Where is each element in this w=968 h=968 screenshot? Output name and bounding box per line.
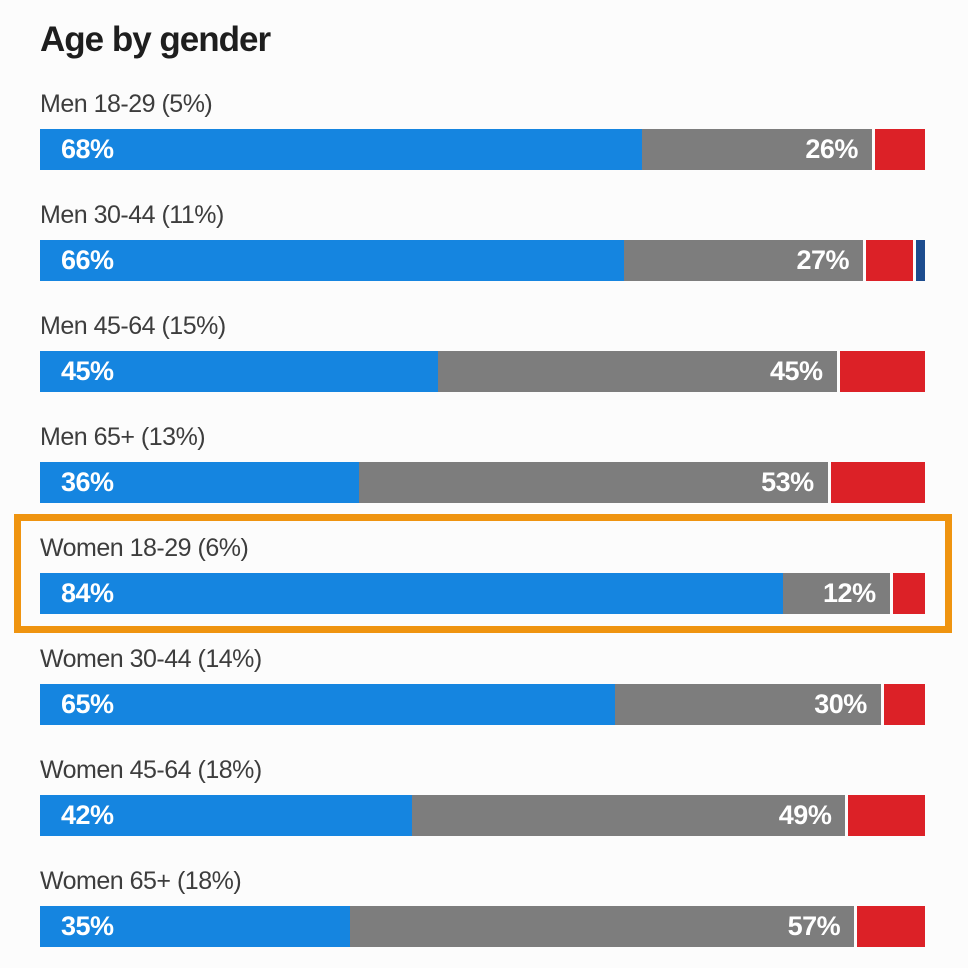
blue-percent-label: 36% — [61, 467, 114, 497]
blue-percent-label: 84% — [61, 578, 114, 608]
age-group-label: Men 30-44 (11%) — [40, 201, 224, 229]
blue-percent-label: 35% — [61, 911, 114, 941]
age-group-label: Men 65+ (13%) — [40, 423, 206, 451]
bar-chart: Men 18-29 (5%) 68% 26% Men 30-44 (11%) 66% 27… — [14, 92, 952, 947]
bar-segment-blue: 84% — [40, 573, 784, 614]
age-group-row: Men 18-29 (5%) 68% 26% — [40, 92, 925, 170]
gray-percent-label: 30% — [814, 689, 867, 719]
bar-segment-red — [892, 573, 925, 614]
age-group-label: Women 65+ (18%) — [40, 867, 242, 895]
age-group-label: Women 45-64 (18%) — [40, 756, 262, 784]
bar-segment-gray: 53% — [358, 462, 828, 503]
blue-percent-label: 45% — [61, 356, 114, 386]
bar-segment-red — [839, 351, 925, 392]
age-group-label: Women 18-29 (6%) — [40, 534, 249, 562]
age-group-row: Men 30-44 (11%) 66% 27% — [40, 203, 925, 281]
age-group-row: Men 45-64 (15%) 45% 45% — [40, 314, 925, 392]
bar-segment-gray: 26% — [641, 129, 872, 170]
bar-segment-red — [874, 129, 925, 170]
gray-percent-label: 45% — [769, 356, 823, 386]
bar-segment-red — [830, 462, 925, 503]
stacked-bar: 68% 26% — [40, 129, 925, 170]
bar-segment-gray: 30% — [615, 684, 881, 725]
chart-title: Age by gender — [40, 20, 271, 59]
age-group-row: Women 65+ (18%) 35% 57% — [40, 869, 925, 947]
bar-segment-blue: 45% — [40, 351, 439, 392]
gray-percent-label: 26% — [805, 134, 858, 164]
stacked-bar: 42% 49% — [40, 795, 925, 836]
stacked-bar: 45% 45% — [40, 351, 925, 392]
stacked-bar: 65% 30% — [40, 684, 925, 725]
stacked-bar: 84% 12% — [40, 573, 925, 614]
bar-segment-blue: 42% — [40, 795, 412, 836]
age-group-row: Men 65+ (13%) 36% 53% — [40, 425, 925, 503]
bar-segment-gray: 27% — [624, 240, 864, 281]
stacked-bar: 35% 57% — [40, 906, 925, 947]
blue-percent-label: 65% — [61, 689, 114, 719]
bar-segment-gray: 45% — [438, 351, 837, 392]
bar-segment-gray: 12% — [783, 573, 890, 614]
age-group-row: Women 45-64 (18%) 42% 49% — [40, 758, 925, 836]
stacked-bar: 66% 27% — [40, 240, 925, 281]
bar-segment-red — [883, 684, 925, 725]
bar-segment-gray: 57% — [349, 906, 855, 947]
bar-segment-red — [857, 906, 925, 947]
chart-page: Age by gender Men 18-29 (5%) 68% 26% Men 30… — [14, 20, 952, 947]
blue-percent-label: 66% — [61, 245, 114, 275]
age-group-label: Men 45-64 (15%) — [40, 312, 226, 340]
age-group-row: Women 18-29 (6%) 84% 12% — [14, 514, 952, 633]
bar-segment-navy — [916, 240, 925, 281]
age-group-row: Women 30-44 (14%) 65% 30% — [40, 647, 925, 725]
gray-percent-label: 27% — [796, 245, 850, 275]
gray-percent-label: 49% — [778, 800, 832, 830]
gray-percent-label: 12% — [823, 578, 876, 608]
bar-segment-blue: 36% — [40, 462, 359, 503]
bar-segment-red — [866, 240, 914, 281]
bar-segment-blue: 35% — [40, 906, 350, 947]
bar-segment-blue: 66% — [40, 240, 625, 281]
bar-segment-red — [848, 795, 925, 836]
age-group-label: Men 18-29 (5%) — [40, 90, 213, 118]
blue-percent-label: 42% — [61, 800, 114, 830]
blue-percent-label: 68% — [61, 134, 114, 164]
bar-segment-blue: 65% — [40, 684, 616, 725]
gray-percent-label: 57% — [787, 911, 841, 941]
gray-percent-label: 53% — [761, 467, 814, 497]
bar-segment-gray: 49% — [411, 795, 846, 836]
stacked-bar: 36% 53% — [40, 462, 925, 503]
bar-segment-blue: 68% — [40, 129, 642, 170]
age-group-label: Women 30-44 (14%) — [40, 645, 262, 673]
